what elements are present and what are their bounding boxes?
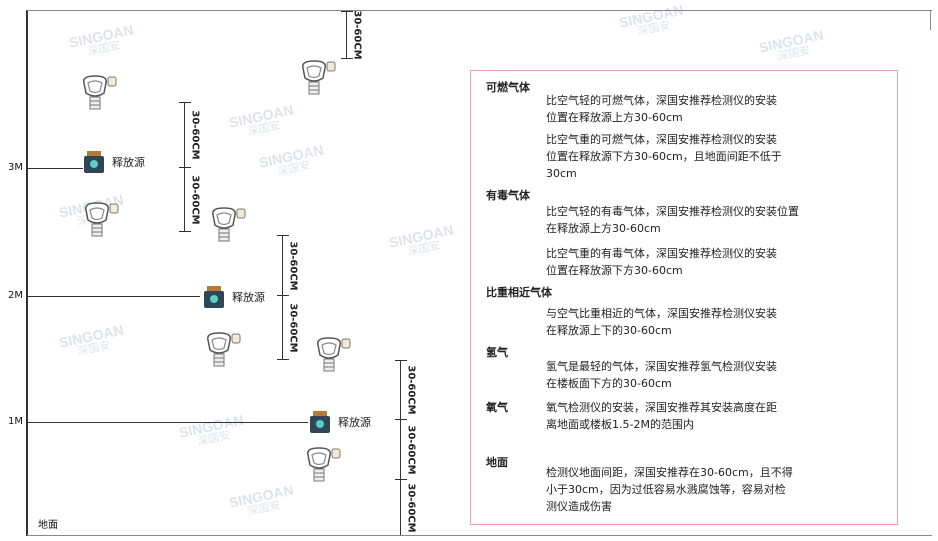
dimension-marker: 30-60CM <box>395 360 417 420</box>
gas-cylinder-icon <box>310 411 330 433</box>
dimension-marker: 30-60CM <box>277 296 299 360</box>
level-3m-label: 3M <box>8 162 23 173</box>
dimension-marker: 30-60CM <box>341 10 363 60</box>
gas-detector-icon <box>301 60 336 95</box>
gas-detector-icon <box>316 337 351 372</box>
source-label: 释放源 <box>338 416 371 429</box>
release-source: 释放源 <box>308 410 371 434</box>
oxygen-heading: 氧气 <box>486 401 508 414</box>
source-label: 释放源 <box>232 291 265 304</box>
gas-detector-icon <box>306 447 341 482</box>
dimension-label: 30-60CM <box>351 10 363 60</box>
dimension-marker: 30-60CM <box>395 420 417 480</box>
release-source: 释放源 <box>82 150 145 174</box>
oxygen-text: 氧气检测仪的安装，深国安推荐其安装高度在距 离地面或楼板1.5-2M的范围内 <box>546 401 777 431</box>
wall-line <box>26 10 28 536</box>
gas-detector-icon <box>211 207 246 242</box>
dimension-marker: 30-60CM <box>395 480 417 535</box>
dimension-label: 30-60CM <box>405 482 417 533</box>
hydrogen-heading: 氢气 <box>486 346 508 359</box>
dimension-label: 30-60CM <box>189 175 201 225</box>
ground-label: 地面 <box>38 520 58 531</box>
similar-text: 与空气比重相近的气体，深国安推荐检测仪安装 在释放源上下的30-60cm <box>546 307 777 337</box>
combustible-light-text: 比空气轻的可燃气体，深国安推荐检测仪的安装 位置在释放源上方30-60cm <box>546 94 777 124</box>
gas-detector-icon <box>84 202 119 237</box>
ceiling-line <box>27 10 932 11</box>
floor-line <box>27 535 932 536</box>
dimension-label: 30-60CM <box>189 110 201 160</box>
dimension-marker: 30-60CM <box>179 102 201 168</box>
dimension-label: 30-60CM <box>405 365 417 415</box>
dimension-marker: 30-60CM <box>277 235 299 296</box>
level-2m-line <box>28 296 200 297</box>
installation-guidelines-panel: 可燃气体 比空气轻的可燃气体，深国安推荐检测仪的安装 位置在释放源上方30-60… <box>470 70 898 525</box>
dimension-label: 30-60CM <box>287 240 299 291</box>
level-1m-line <box>28 422 308 423</box>
source-label: 释放源 <box>112 156 145 169</box>
toxic-light-text: 比空气轻的有毒气体，深国安推荐检测仪的安装位置 在释放源上方30-60cm <box>546 205 799 235</box>
hydrogen-text: 氢气是最轻的气体，深国安推荐氢气检测仪安装 在楼板面下方的30-60cm <box>546 360 777 390</box>
gas-cylinder-icon <box>204 286 224 308</box>
dimension-label: 30-60CM <box>287 303 299 353</box>
similar-heading: 比重相近气体 <box>486 286 552 299</box>
level-2m-label: 2M <box>8 290 23 301</box>
dimension-label: 30-60CM <box>405 425 417 475</box>
ceiling-edge <box>930 10 931 30</box>
gas-detector-icon <box>82 75 117 110</box>
combustible-heading: 可燃气体 <box>486 81 530 94</box>
toxic-heading: 有毒气体 <box>486 189 530 202</box>
level-1m-label: 1M <box>8 416 23 427</box>
gas-detector-icon <box>206 332 241 367</box>
release-source: 释放源 <box>202 285 265 309</box>
gas-cylinder-icon <box>84 151 104 173</box>
dimension-marker: 30-60CM <box>179 168 201 232</box>
toxic-heavy-text: 比空气重的有毒气体，深国安推荐检测仪的安装 位置在释放源下方30-60cm <box>546 247 777 277</box>
level-3m-line <box>28 168 83 169</box>
ground-heading: 地面 <box>486 456 508 469</box>
ground-text: 检测仪地面间距，深国安推荐在30-60cm，且不得 小于30cm，因为过低容易水… <box>546 466 793 513</box>
combustible-heavy-text: 比空气重的可燃气体，深国安推荐检测仪的安装 位置在释放源下方30-60cm，且地… <box>546 133 782 180</box>
